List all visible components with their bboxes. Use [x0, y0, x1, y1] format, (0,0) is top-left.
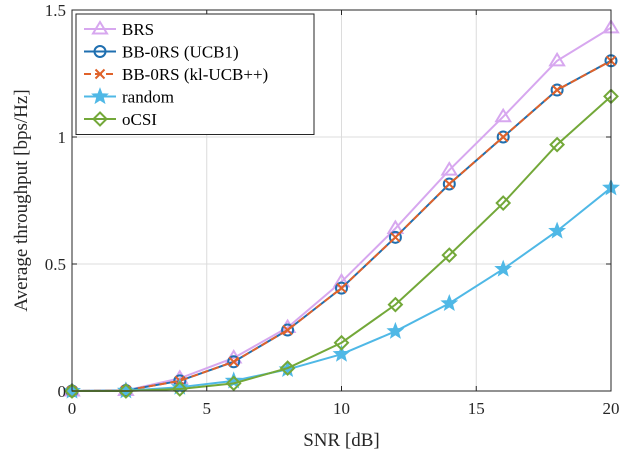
legend-entry: oCSI: [84, 110, 157, 129]
x-tick-label: 10: [333, 399, 350, 418]
legend-entry: BB-0RS (UCB1): [84, 43, 239, 62]
data-point: [282, 324, 293, 336]
data-point: [549, 136, 566, 153]
data-point: [496, 130, 510, 144]
data-point: [494, 259, 513, 277]
data-point: [336, 282, 347, 294]
legend-entry: random: [84, 87, 174, 107]
legend-entry: BB-0RS (kl-UCB++): [84, 65, 268, 84]
series-layer: [63, 18, 620, 399]
data-point: [548, 221, 567, 239]
legend-box: [75, 13, 315, 135]
axis-ticks: 0 5 10 15 20 0 0.5 1 1.5: [45, 1, 620, 418]
data-point: [386, 219, 405, 234]
legend-marker: [91, 87, 109, 105]
data-point: [497, 131, 509, 143]
y-axis-label: Average throughput [bps/Hz]: [11, 89, 32, 311]
legend-label: oCSI: [122, 110, 157, 129]
data-point: [281, 323, 295, 337]
legend-marker: [93, 45, 107, 58]
data-point: [227, 355, 241, 369]
data-point: [442, 177, 456, 191]
data-point: [387, 296, 404, 313]
data-point: [551, 84, 563, 96]
legend-label: BB-0RS (kl-UCB++): [122, 65, 268, 84]
legend-label: random: [122, 88, 174, 107]
data-point: [548, 51, 566, 67]
x-tick-label: 20: [603, 399, 620, 418]
data-point: [117, 383, 134, 399]
data-point: [444, 178, 455, 190]
legend-marker: [92, 111, 108, 127]
data-point: [440, 161, 459, 176]
data-point: [494, 107, 512, 123]
data-point: [333, 334, 350, 351]
legend-marker: [91, 20, 109, 35]
data-point: [441, 247, 458, 264]
data-point: [388, 230, 402, 244]
series-line: [72, 95, 612, 392]
data-point: [228, 356, 239, 367]
data-point: [390, 232, 401, 243]
data-point: [225, 375, 242, 392]
data-point: [116, 381, 135, 399]
legend: BRS BB-0RS (UCB1) BB-0RS (kl-UCB++) random o…: [75, 13, 315, 135]
series-4: [64, 88, 619, 399]
legend-entry: BRS: [84, 20, 154, 39]
y-tick-label: 1.5: [45, 1, 66, 20]
data-point: [386, 321, 405, 339]
x-tick-label: 5: [203, 399, 212, 418]
data-point: [335, 281, 348, 295]
y-tick-label: 0: [58, 382, 67, 401]
data-point: [64, 383, 80, 399]
data-point: [550, 83, 564, 97]
legend-marker: [94, 68, 106, 80]
data-point: [332, 344, 351, 362]
x-tick-label: 15: [468, 399, 485, 418]
data-point: [332, 272, 351, 288]
legend-label: BRS: [122, 20, 154, 39]
x-tick-label: 0: [68, 399, 77, 418]
x-axis-label: SNR [dB]: [303, 430, 380, 451]
data-point: [279, 360, 296, 377]
data-point: [171, 381, 188, 397]
legend-label: BB-0RS (UCB1): [122, 43, 239, 62]
data-point: [495, 195, 512, 211]
series-line: [71, 59, 612, 392]
data-point: [440, 293, 459, 311]
y-tick-label: 0.5: [45, 255, 66, 274]
y-tick-label: 1: [58, 128, 67, 147]
